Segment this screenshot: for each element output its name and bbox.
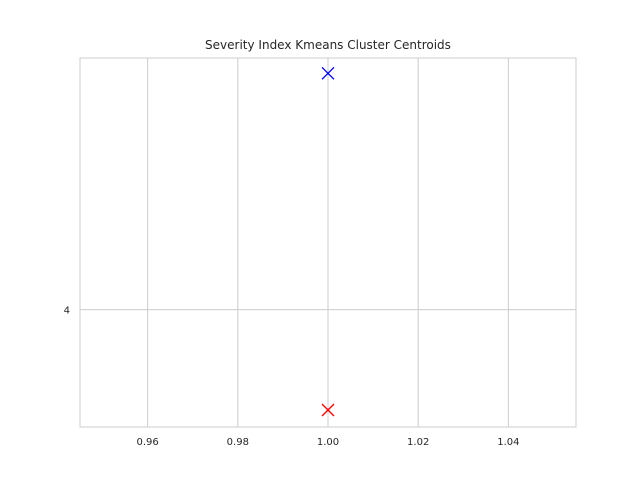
y-tick-label: 4 xyxy=(64,306,70,317)
x-tick-label: 1.04 xyxy=(497,437,519,448)
x-tick-label: 1.02 xyxy=(407,437,429,448)
x-tick-label: 0.98 xyxy=(227,437,249,448)
centroid-marker xyxy=(321,403,335,417)
chart-title: Severity Index Kmeans Cluster Centroids xyxy=(205,38,451,52)
plot-area xyxy=(79,57,577,428)
grid-lines xyxy=(80,58,576,427)
data-markers xyxy=(321,66,335,417)
centroid-marker xyxy=(321,66,335,80)
x-tick-label: 0.96 xyxy=(137,437,159,448)
y-tick-labels: 4 xyxy=(64,306,70,317)
axes-frame xyxy=(79,57,577,428)
centroid-marker-stroke xyxy=(321,403,335,417)
centroid-marker-stroke xyxy=(321,66,335,80)
x-tick-label: 1.00 xyxy=(317,437,339,448)
x-tick-labels: 0.96 0.98 1.00 1.02 1.04 xyxy=(137,437,520,448)
